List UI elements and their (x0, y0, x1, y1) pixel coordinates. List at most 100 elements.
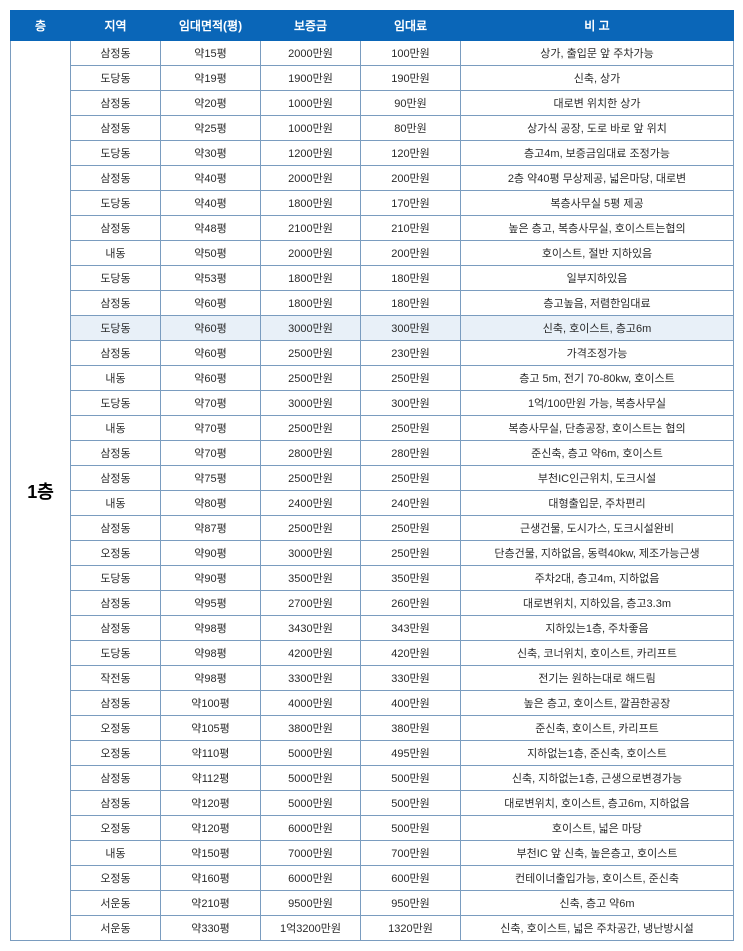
cell-area: 약40평 (161, 191, 261, 216)
cell-area: 약330평 (161, 916, 261, 941)
cell-rent: 330만원 (361, 666, 461, 691)
cell-region: 오정동 (71, 716, 161, 741)
cell-region: 삼정동 (71, 341, 161, 366)
cell-deposit: 9500만원 (261, 891, 361, 916)
cell-region: 도당동 (71, 641, 161, 666)
cell-note: 대로변위치, 호이스트, 층고6m, 지하없음 (461, 791, 734, 816)
cell-area: 약15평 (161, 41, 261, 66)
cell-area: 약60평 (161, 316, 261, 341)
cell-region: 도당동 (71, 391, 161, 416)
cell-deposit: 2400만원 (261, 491, 361, 516)
cell-deposit: 2700만원 (261, 591, 361, 616)
cell-deposit: 3800만원 (261, 716, 361, 741)
cell-note: 컨테이너출입가능, 호이스트, 준신축 (461, 866, 734, 891)
cell-deposit: 2500만원 (261, 466, 361, 491)
cell-region: 작전동 (71, 666, 161, 691)
cell-rent: 300만원 (361, 316, 461, 341)
cell-rent: 500만원 (361, 816, 461, 841)
cell-rent: 950만원 (361, 891, 461, 916)
col-rent: 임대료 (361, 11, 461, 41)
cell-note: 부천IC인근위치, 도크시설 (461, 466, 734, 491)
table-row: 도당동약90평3500만원350만원주차2대, 층고4m, 지하없음 (11, 566, 734, 591)
cell-rent: 210만원 (361, 216, 461, 241)
cell-area: 약70평 (161, 416, 261, 441)
lease-table: 층 지역 임대면적(평) 보증금 임대료 비 고 1층삼정동약15평2000만원… (10, 10, 734, 941)
cell-region: 삼정동 (71, 516, 161, 541)
table-row: 삼정동약40평2000만원200만원2층 약40평 무상제공, 넓은마당, 대로… (11, 166, 734, 191)
cell-deposit: 2000만원 (261, 241, 361, 266)
table-row: 삼정동약87평2500만원250만원근생건물, 도시가스, 도크시설완비 (11, 516, 734, 541)
cell-note: 신축, 층고 약6m (461, 891, 734, 916)
cell-deposit: 7000만원 (261, 841, 361, 866)
cell-note: 가격조정가능 (461, 341, 734, 366)
cell-rent: 180만원 (361, 266, 461, 291)
cell-area: 약120평 (161, 791, 261, 816)
cell-note: 부천IC 앞 신축, 높은층고, 호이스트 (461, 841, 734, 866)
cell-note: 복층사무실, 단층공장, 호이스트는 협의 (461, 416, 734, 441)
cell-rent: 400만원 (361, 691, 461, 716)
table-row: 오정동약90평3000만원250만원단층건물, 지하없음, 동력40kw, 제조… (11, 541, 734, 566)
cell-rent: 495만원 (361, 741, 461, 766)
cell-region: 도당동 (71, 566, 161, 591)
cell-rent: 500만원 (361, 766, 461, 791)
cell-area: 약98평 (161, 641, 261, 666)
cell-area: 약112평 (161, 766, 261, 791)
cell-deposit: 6000만원 (261, 816, 361, 841)
col-note: 비 고 (461, 11, 734, 41)
cell-note: 신축, 호이스트, 층고6m (461, 316, 734, 341)
cell-area: 약20평 (161, 91, 261, 116)
table-row: 도당동약30평1200만원120만원층고4m, 보증금임대료 조정가능 (11, 141, 734, 166)
cell-region: 삼정동 (71, 466, 161, 491)
cell-deposit: 3000만원 (261, 391, 361, 416)
cell-note: 지하있는1층, 주차좋음 (461, 616, 734, 641)
cell-note: 상가, 출입문 앞 주차가능 (461, 41, 734, 66)
cell-area: 약70평 (161, 391, 261, 416)
cell-note: 대로변 위치한 상가 (461, 91, 734, 116)
cell-rent: 343만원 (361, 616, 461, 641)
cell-note: 대로변위치, 지하있음, 층고3.3m (461, 591, 734, 616)
cell-rent: 380만원 (361, 716, 461, 741)
cell-region: 삼정동 (71, 791, 161, 816)
cell-region: 내동 (71, 841, 161, 866)
cell-rent: 250만원 (361, 366, 461, 391)
floor-cell: 1층 (11, 41, 71, 941)
cell-area: 약98평 (161, 666, 261, 691)
cell-rent: 500만원 (361, 791, 461, 816)
cell-region: 서운동 (71, 891, 161, 916)
cell-area: 약100평 (161, 691, 261, 716)
cell-rent: 100만원 (361, 41, 461, 66)
cell-region: 도당동 (71, 316, 161, 341)
cell-area: 약120평 (161, 816, 261, 841)
table-row: 오정동약160평6000만원600만원컨테이너출입가능, 호이스트, 준신축 (11, 866, 734, 891)
cell-area: 약105평 (161, 716, 261, 741)
table-row: 삼정동약70평2800만원280만원준신축, 층고 약6m, 호이스트 (11, 441, 734, 466)
cell-rent: 250만원 (361, 516, 461, 541)
cell-note: 호이스트, 절반 지하있음 (461, 241, 734, 266)
cell-rent: 80만원 (361, 116, 461, 141)
cell-area: 약210평 (161, 891, 261, 916)
cell-region: 내동 (71, 491, 161, 516)
cell-deposit: 3000만원 (261, 541, 361, 566)
cell-note: 복층사무실 5평 제공 (461, 191, 734, 216)
cell-note: 지하없는1층, 준신축, 호이스트 (461, 741, 734, 766)
cell-region: 삼정동 (71, 591, 161, 616)
cell-area: 약60평 (161, 366, 261, 391)
cell-deposit: 3500만원 (261, 566, 361, 591)
cell-note: 상가식 공장, 도로 바로 앞 위치 (461, 116, 734, 141)
cell-area: 약87평 (161, 516, 261, 541)
table-row: 내동약50평2000만원200만원호이스트, 절반 지하있음 (11, 241, 734, 266)
cell-area: 약50평 (161, 241, 261, 266)
cell-note: 준신축, 호이스트, 카리프트 (461, 716, 734, 741)
cell-region: 삼정동 (71, 691, 161, 716)
table-row: 내동약150평7000만원700만원부천IC 앞 신축, 높은층고, 호이스트 (11, 841, 734, 866)
cell-region: 오정동 (71, 741, 161, 766)
table-row: 삼정동약60평1800만원180만원층고높음, 저렴한임대료 (11, 291, 734, 316)
cell-rent: 240만원 (361, 491, 461, 516)
cell-deposit: 2000만원 (261, 41, 361, 66)
table-row: 도당동약53평1800만원180만원일부지하있음 (11, 266, 734, 291)
cell-area: 약60평 (161, 341, 261, 366)
table-row: 삼정동약95평2700만원260만원대로변위치, 지하있음, 층고3.3m (11, 591, 734, 616)
cell-rent: 300만원 (361, 391, 461, 416)
cell-rent: 250만원 (361, 416, 461, 441)
cell-region: 삼정동 (71, 216, 161, 241)
